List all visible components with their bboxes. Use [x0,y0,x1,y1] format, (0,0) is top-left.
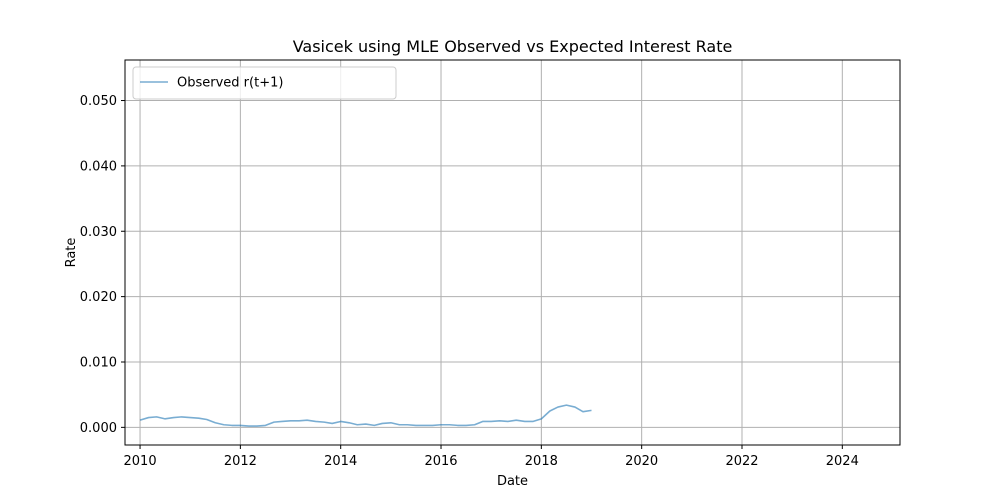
data-point [465,424,467,426]
data-point [231,424,233,426]
x-axis-label: Date [497,474,528,489]
grid [125,60,900,445]
data-point [540,418,542,420]
data-point [315,421,317,423]
x-tick-label: 2014 [324,454,357,469]
data-point [156,416,158,418]
legend: Observed r(t+1) [132,66,397,100]
data-point [281,421,283,423]
data-point [356,424,358,426]
x-tick-label: 2012 [224,454,257,469]
y-tick-label: 0.050 [80,94,117,109]
data-point [290,420,292,422]
data-point [474,424,476,426]
data-point [582,411,584,413]
x-tick-label: 2020 [625,454,658,469]
y-tick-label: 0.000 [80,421,117,436]
data-point [507,421,509,423]
data-point [490,421,492,423]
data-point [248,425,250,427]
data-point [239,424,241,426]
data-point [256,425,258,427]
data-point [189,417,191,419]
x-axis: 2010 2012 2014 2016 2018 2020 2022 2024 [124,445,859,469]
data-point [532,421,534,423]
data-point [449,424,451,426]
data-point [424,424,426,426]
data-point [265,424,267,426]
series-layer [139,404,592,427]
data-point [390,422,392,424]
data-point [340,421,342,423]
data-point [557,406,559,408]
legend-box [132,66,397,100]
y-axis: 0.000 0.010 0.020 0.030 0.040 0.050 [80,94,125,436]
legend-label: Observed r(t+1) [177,76,283,91]
data-point [298,420,300,422]
data-point [306,419,308,421]
x-tick-label: 2018 [525,454,558,469]
series-line [139,404,592,427]
data-point [432,424,434,426]
data-point [407,424,409,426]
y-tick-label: 0.010 [80,355,117,370]
data-point [591,409,593,411]
data-point [398,424,400,426]
y-axis-label: Rate [64,238,79,268]
chart-title: Vasicek using MLE Observed vs Expected I… [293,37,733,56]
data-point [173,417,175,419]
data-point [365,423,367,425]
data-point [566,404,568,406]
x-tick-label: 2024 [826,454,859,469]
y-tick-label: 0.030 [80,225,117,240]
data-point [206,419,208,421]
data-point [139,419,141,421]
plot-frame [124,59,901,446]
series-1 [139,404,592,427]
data-point [524,421,526,423]
data-point [381,423,383,425]
y-tick-label: 0.020 [80,290,117,305]
data-point [198,417,200,419]
data-point [574,406,576,408]
data-point [323,421,325,423]
x-tick-label: 2022 [725,454,758,469]
data-point [440,424,442,426]
data-point [214,422,216,424]
x-tick-label: 2010 [124,454,157,469]
data-point [373,424,375,426]
data-point [331,423,333,425]
data-point [415,424,417,426]
data-point [482,421,484,423]
data-point [549,410,551,412]
data-point [223,424,225,426]
data-point [499,420,501,422]
data-point [515,419,517,421]
y-tick-label: 0.040 [80,159,117,174]
data-point [457,424,459,426]
data-point [148,417,150,419]
data-point [273,421,275,423]
x-tick-label: 2016 [424,454,457,469]
data-point [348,422,350,424]
data-point [181,416,183,418]
data-point [164,418,166,420]
